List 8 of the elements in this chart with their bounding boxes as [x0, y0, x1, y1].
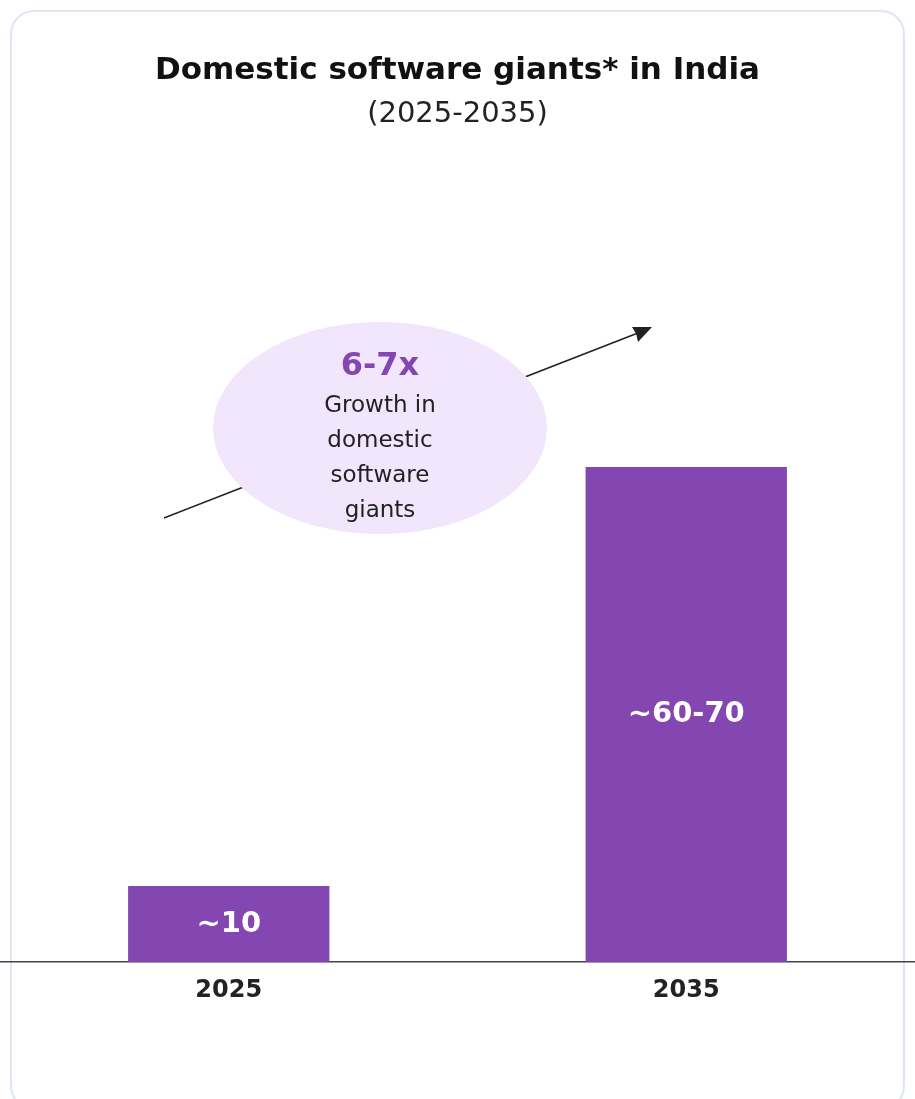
data-label: ~60-70	[627, 695, 745, 730]
annotation: Growth in domestic software giants	[323, 390, 437, 524]
data-label: ~10	[196, 904, 262, 939]
x-tick-label: 2025	[195, 974, 263, 1003]
x-tick-label: 2035	[652, 974, 720, 1003]
text: 6-7x	[339, 345, 421, 383]
chart-subtitle: (2025-2035)	[366, 95, 549, 129]
chart-title: Domestic software giants* in India	[153, 50, 761, 86]
